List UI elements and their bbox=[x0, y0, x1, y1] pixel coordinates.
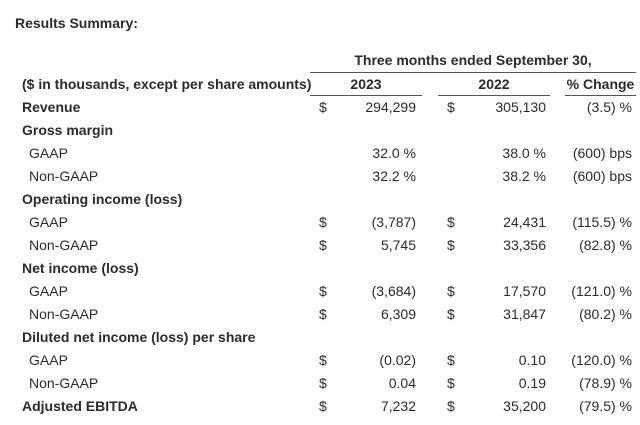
table-row: Diluted net income (loss) per share bbox=[0, 329, 640, 349]
table-row: Net income (loss) bbox=[0, 260, 640, 280]
percent-change: (115.5) % bbox=[572, 214, 632, 230]
percent-change: (600) bps bbox=[572, 145, 632, 161]
dollar-sign-2023: $ bbox=[319, 398, 327, 414]
percent-change: (80.2) % bbox=[579, 306, 632, 322]
row-label: Non-GAAP bbox=[29, 237, 99, 253]
table-row: Adjusted EBITDA $7,232 $35,200 (79.5) % bbox=[0, 398, 640, 418]
col-header-2022: 2022 bbox=[478, 76, 510, 92]
table-row: Non-GAAP $5,745 $33,356 (82.8) % bbox=[0, 237, 640, 257]
row-label: GAAP bbox=[29, 283, 68, 299]
dollar-sign-2023: $ bbox=[319, 214, 327, 230]
value-2023: 32.0 % bbox=[372, 145, 416, 161]
table-row: Operating income (loss) bbox=[0, 191, 640, 211]
period-rule bbox=[310, 72, 636, 73]
value-2023: (0.02) bbox=[379, 352, 416, 368]
value-2022: 38.2 % bbox=[502, 168, 546, 184]
dollar-sign-2022: $ bbox=[447, 306, 455, 322]
dollar-sign-2023: $ bbox=[319, 375, 327, 391]
col-header-2023: 2023 bbox=[350, 76, 382, 92]
results-title: Results Summary: bbox=[15, 15, 138, 31]
period-header: Three months ended September 30, bbox=[354, 52, 592, 68]
table-row: Revenue $294,299 $305,130 (3.5) % bbox=[0, 99, 640, 119]
dollar-sign-2022: $ bbox=[447, 398, 455, 414]
value-2022: 33,356 bbox=[503, 237, 546, 253]
value-2022: 0.10 bbox=[518, 352, 546, 368]
row-label: GAAP bbox=[29, 214, 68, 230]
units-header: ($ in thousands, except per share amount… bbox=[22, 76, 312, 92]
value-2023: 7,232 bbox=[380, 398, 416, 414]
value-2022: 17,570 bbox=[503, 283, 546, 299]
table-row: GAAP 32.0 % 38.0 % (600) bps bbox=[0, 145, 640, 165]
dollar-sign-2023: $ bbox=[319, 237, 327, 253]
table-row: GAAP $ (3,684) $17,570 (121.0) % bbox=[0, 283, 640, 303]
row-label: Adjusted EBITDA bbox=[22, 398, 138, 414]
value-2023: (3,684) bbox=[371, 283, 416, 299]
dollar-sign-2023: $ bbox=[319, 99, 327, 115]
dollar-sign-2022: $ bbox=[447, 283, 455, 299]
value-2022: 24,431 bbox=[503, 214, 546, 230]
header-rule-2023 bbox=[310, 95, 422, 96]
row-label: Non-GAAP bbox=[29, 375, 99, 391]
header-rule-2022 bbox=[438, 95, 550, 96]
percent-change: (121.0) % bbox=[571, 283, 632, 299]
percent-change: (3.5) % bbox=[586, 99, 632, 115]
row-label: Non-GAAP bbox=[29, 306, 99, 322]
dollar-sign-2022: $ bbox=[447, 214, 455, 230]
row-label: Net income (loss) bbox=[22, 260, 139, 276]
percent-change: (120.0) % bbox=[571, 352, 632, 368]
percent-change: (600) bps bbox=[572, 168, 632, 184]
table-row: Non-GAAP 32.2 % 38.2 % (600) bps bbox=[0, 168, 640, 188]
dollar-sign-2022: $ bbox=[447, 375, 455, 391]
row-label: GAAP bbox=[29, 145, 68, 161]
col-header-change: % Change bbox=[566, 76, 635, 92]
dollar-sign-2022: $ bbox=[447, 352, 455, 368]
value-2023: 32.2 % bbox=[372, 168, 416, 184]
value-2023: 294,299 bbox=[365, 99, 416, 115]
value-2022: 35,200 bbox=[503, 398, 546, 414]
row-label: Diluted net income (loss) per share bbox=[22, 329, 256, 345]
row-label: GAAP bbox=[29, 352, 68, 368]
dollar-sign-2022: $ bbox=[447, 237, 455, 253]
row-label: Non-GAAP bbox=[29, 168, 99, 184]
value-2023: 5,745 bbox=[380, 237, 416, 253]
header-rule-change bbox=[565, 95, 636, 96]
row-label: Revenue bbox=[22, 99, 81, 115]
value-2023: 0.04 bbox=[388, 375, 416, 391]
percent-change: (78.9) % bbox=[579, 375, 632, 391]
value-2022: 31,847 bbox=[503, 306, 546, 322]
table-row: Gross margin bbox=[0, 122, 640, 142]
value-2023: (3,787) bbox=[371, 214, 416, 230]
table-row: GAAP $ (3,787) $24,431 (115.5) % bbox=[0, 214, 640, 234]
dollar-sign-2023: $ bbox=[319, 352, 327, 368]
row-label: Operating income (loss) bbox=[22, 191, 183, 207]
value-2023: 6,309 bbox=[380, 306, 416, 322]
table-row: GAAP $ (0.02) $0.10 (120.0) % bbox=[0, 352, 640, 372]
dollar-sign-2023: $ bbox=[319, 283, 327, 299]
row-label: Gross margin bbox=[22, 122, 114, 138]
value-2022: 38.0 % bbox=[502, 145, 546, 161]
percent-change: (82.8) % bbox=[579, 237, 632, 253]
dollar-sign-2022: $ bbox=[447, 99, 455, 115]
dollar-sign-2023: $ bbox=[319, 306, 327, 322]
table-row: Non-GAAP $0.04 $0.19 (78.9) % bbox=[0, 375, 640, 395]
value-2022: 305,130 bbox=[495, 99, 546, 115]
table-row: Non-GAAP $6,309 $31,847 (80.2) % bbox=[0, 306, 640, 326]
percent-change: (79.5) % bbox=[579, 398, 632, 414]
value-2022: 0.19 bbox=[518, 375, 546, 391]
